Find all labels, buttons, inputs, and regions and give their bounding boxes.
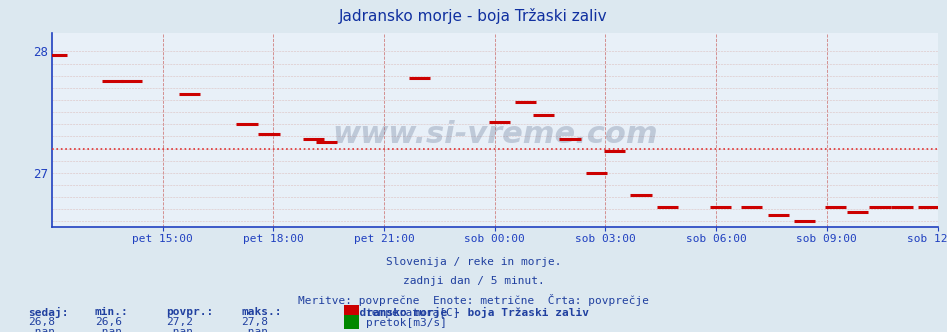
- Text: temperatura[C]: temperatura[C]: [366, 308, 460, 318]
- Text: maks.:: maks.:: [241, 307, 282, 317]
- Text: Slovenija / reke in morje.: Slovenija / reke in morje.: [385, 257, 562, 267]
- Text: 27,8: 27,8: [241, 317, 269, 327]
- Text: www.si-vreme.com: www.si-vreme.com: [332, 120, 657, 149]
- Text: zadnji dan / 5 minut.: zadnji dan / 5 minut.: [402, 276, 545, 286]
- Text: -nan: -nan: [166, 327, 193, 332]
- Text: Meritve: povprečne  Enote: metrične  Črta: povprečje: Meritve: povprečne Enote: metrične Črta:…: [298, 294, 649, 306]
- Text: Jadransko morje - boja Tržaski zaliv: Jadransko morje - boja Tržaski zaliv: [346, 307, 589, 318]
- Text: -nan: -nan: [241, 327, 269, 332]
- Text: -nan: -nan: [95, 327, 122, 332]
- Text: min.:: min.:: [95, 307, 129, 317]
- Text: 27,2: 27,2: [166, 317, 193, 327]
- Text: Jadransko morje - boja Tržaski zaliv: Jadransko morje - boja Tržaski zaliv: [339, 8, 608, 24]
- Text: 26,8: 26,8: [28, 317, 56, 327]
- Text: sedaj:: sedaj:: [28, 307, 69, 318]
- Text: -nan: -nan: [28, 327, 56, 332]
- Text: povpr.:: povpr.:: [166, 307, 213, 317]
- Text: 26,6: 26,6: [95, 317, 122, 327]
- Text: pretok[m3/s]: pretok[m3/s]: [366, 318, 447, 328]
